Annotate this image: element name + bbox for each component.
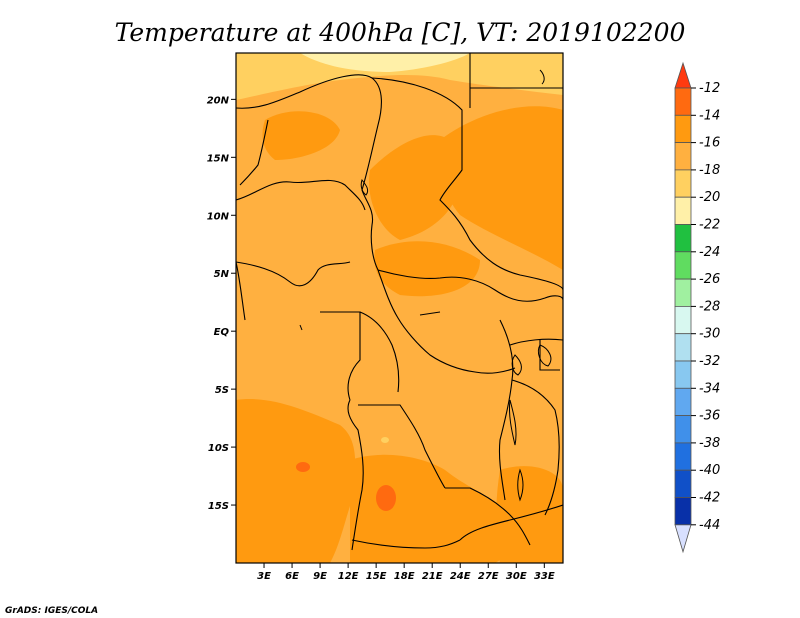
field-region-warm-north-sudan xyxy=(438,106,563,270)
colorbar-swatch xyxy=(674,333,692,362)
lake-outlines xyxy=(299,69,552,502)
colorbar-label: -22 xyxy=(699,218,720,233)
field-region-warm-niger xyxy=(262,111,340,160)
colorbar-label: -28 xyxy=(699,299,720,314)
y-tick-label: EQ xyxy=(214,327,230,338)
y-tick-label: 5N xyxy=(214,269,230,280)
field-region-warm-angola xyxy=(350,454,521,563)
x-tick-label: 3E xyxy=(257,571,271,582)
y-tick-label: 5S xyxy=(215,385,229,396)
colorbar-overflow-high xyxy=(674,61,692,89)
colorbar-label: -40 xyxy=(699,463,720,478)
x-tick-label: 24E xyxy=(450,571,471,582)
colorbar-label: -12 xyxy=(699,81,720,96)
colorbar-label: -36 xyxy=(699,409,720,424)
y-tick-label: 20N xyxy=(207,95,230,106)
colorbar: -12 -14 -16 -18 -20 -22 -24 -26 -28 -30 -32 -34 -36 -… xyxy=(674,61,720,554)
x-tick-label: 30E xyxy=(506,571,527,582)
field-region-warm-car xyxy=(374,241,480,297)
colorbar-label: -24 xyxy=(699,245,720,260)
map-frame xyxy=(235,52,564,564)
colorbar-swatch xyxy=(674,251,692,280)
y-tick-label: 10S xyxy=(208,443,229,454)
field-region-warm-chad xyxy=(369,135,462,240)
colorbar-swatch xyxy=(674,196,692,225)
y-tick-label: 10N xyxy=(207,211,230,222)
x-tick-label: 15E xyxy=(366,571,387,582)
colorbar-label: -44 xyxy=(699,518,720,533)
colorbar-label: -34 xyxy=(699,381,720,396)
colorbar-overflow-low xyxy=(674,524,692,554)
y-tick-label: 15S xyxy=(208,501,229,512)
x-tick-label: 21E xyxy=(422,571,443,582)
colorbar-label: -14 xyxy=(699,108,720,123)
x-tick-label: 18E xyxy=(394,571,415,582)
colorbar-swatch xyxy=(674,278,692,307)
colorbar-label: -16 xyxy=(699,136,720,151)
y-tick-label: 15N xyxy=(207,153,230,164)
colorbar-swatch xyxy=(674,415,692,444)
x-tick-label: 33E xyxy=(534,571,555,582)
colorbar-label: -18 xyxy=(699,163,720,178)
colorbar-swatch xyxy=(674,387,692,416)
colorbar-swatch xyxy=(674,224,692,253)
country-boundaries xyxy=(236,53,563,551)
y-axis: 20N 15N 10N 5N EQ 5S 10S 15S xyxy=(207,95,236,512)
colorbar-swatch xyxy=(674,442,692,471)
chart-title: Temperature at 400hPa [C], VT: 201910220… xyxy=(115,18,686,47)
map-plot-area xyxy=(236,53,563,563)
colorbar-swatch xyxy=(674,497,692,526)
x-tick-label: 6E xyxy=(285,571,299,582)
colorbar-label: -20 xyxy=(699,190,720,205)
colorbar-label: -32 xyxy=(699,354,720,369)
field-region-cool-spot xyxy=(381,437,389,443)
field-region-cool-sahara xyxy=(236,53,563,100)
field-region-hot-spot-1 xyxy=(296,462,310,472)
colorbar-label: -42 xyxy=(699,491,720,506)
x-tick-label: 27E xyxy=(478,571,499,582)
field-region-coolest-north xyxy=(300,53,470,72)
field-region-hot-spot-2 xyxy=(376,485,396,511)
field-region-warm-southwest xyxy=(236,399,356,563)
colorbar-swatch xyxy=(674,142,692,171)
colorbar-swatch xyxy=(674,305,692,335)
grads-credit: GrADS: IGES/COLA xyxy=(5,606,98,616)
colorbar-swatch xyxy=(674,169,692,198)
colorbar-swatch xyxy=(674,469,692,498)
x-tick-label: 12E xyxy=(338,571,359,582)
x-axis: 3E 6E 9E 12E 15E 18E 21E 24E 27E 30E 33E xyxy=(257,563,555,582)
colorbar-swatch xyxy=(674,360,692,389)
colorbar-swatch xyxy=(674,87,692,116)
colorbar-swatch xyxy=(674,114,692,144)
colorbar-label: -38 xyxy=(699,436,720,451)
colorbar-label: -30 xyxy=(699,327,720,342)
colorbar-label: -26 xyxy=(699,272,720,287)
x-tick-label: 9E xyxy=(313,571,327,582)
